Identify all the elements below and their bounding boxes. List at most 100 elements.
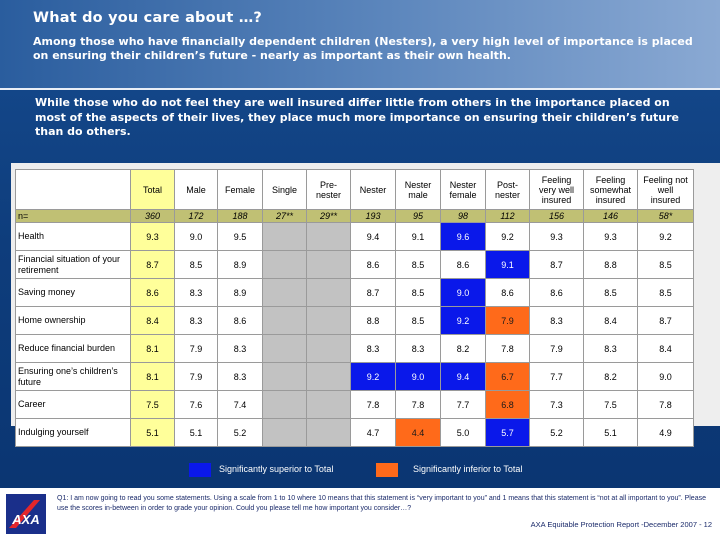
score-cell: 8.2 xyxy=(583,362,638,391)
score-cell: 8.6 xyxy=(217,306,263,335)
not-shown-cell xyxy=(306,222,351,251)
score-cell: 6.7 xyxy=(485,362,530,391)
score-cell: 8.3 xyxy=(529,306,584,335)
not-shown-cell xyxy=(262,306,307,335)
not-shown-cell xyxy=(262,222,307,251)
score-cell: 8.3 xyxy=(395,334,441,363)
column-header-text: male xyxy=(408,189,428,200)
column-header: Nester male xyxy=(395,169,441,210)
not-shown-cell xyxy=(306,390,351,419)
row-label-text: Reduce financial burden xyxy=(18,343,116,354)
column-header: Single xyxy=(262,169,307,210)
score-cell: 8.6 xyxy=(529,278,584,307)
score-cell: 8.5 xyxy=(637,250,694,279)
column-header-text: insured xyxy=(541,194,572,205)
score-cell: 7.5 xyxy=(130,390,175,419)
column-header-text: well xyxy=(657,184,674,195)
row-label-text: Financial situation of your xyxy=(18,254,121,264)
score-cell: 8.5 xyxy=(395,250,441,279)
legend-superior-swatch xyxy=(189,463,211,477)
score-cell: 7.8 xyxy=(395,390,441,419)
row-label: Career xyxy=(15,390,131,419)
score-cell: 4.4 xyxy=(395,418,441,447)
score-cell: 8.6 xyxy=(440,250,486,279)
score-cell: 8.3 xyxy=(174,306,218,335)
table-row: Home ownership 8.4 8.3 8.6 8.8 8.5 9.2 7.9 8.3 8.… xyxy=(15,306,694,335)
score-cell: 9.0 xyxy=(174,222,218,251)
score-cell: 5.0 xyxy=(440,418,486,447)
score-cell: 9.5 xyxy=(217,222,263,251)
score-cell: 9.0 xyxy=(637,362,694,391)
sample-size-cell: 188 xyxy=(217,209,263,223)
score-cell: 8.2 xyxy=(440,334,486,363)
sample-size-cell: 193 xyxy=(350,209,396,223)
row-label-text: future xyxy=(18,376,42,387)
score-cell: 9.2 xyxy=(637,222,694,251)
row-label: Ensuring one’s children’s future xyxy=(15,362,131,391)
column-header-text: insured xyxy=(650,194,681,205)
legend-inferior-swatch xyxy=(376,463,398,477)
score-cell: 5.7 xyxy=(485,418,530,447)
score-cell: 7.4 xyxy=(217,390,263,419)
slide-title: What do you care about …? xyxy=(33,10,263,26)
column-header: Post-nester xyxy=(485,169,530,210)
not-shown-cell xyxy=(306,418,351,447)
score-cell: 9.0 xyxy=(395,362,441,391)
not-shown-cell xyxy=(306,334,351,363)
score-cell: 8.6 xyxy=(130,278,175,307)
row-label-text: Saving money xyxy=(18,287,76,298)
header-corner xyxy=(15,169,131,210)
column-header: Feeling somewhat insured xyxy=(583,169,638,210)
row-label: Health xyxy=(15,222,131,251)
score-cell: 5.1 xyxy=(130,418,175,447)
score-cell: 9.4 xyxy=(350,222,396,251)
score-cell: 8.4 xyxy=(130,306,175,335)
score-cell: 7.7 xyxy=(529,362,584,391)
row-label-text: Indulging yourself xyxy=(18,427,89,438)
score-cell: 4.9 xyxy=(637,418,694,447)
score-cell: 6.8 xyxy=(485,390,530,419)
column-header: Total xyxy=(130,169,175,210)
score-cell: 4.7 xyxy=(350,418,396,447)
sample-size-cell: 172 xyxy=(174,209,218,223)
column-header-text: Nester xyxy=(404,179,432,190)
legend-inferior-label: Significantly inferior to Total xyxy=(413,464,523,474)
score-cell: 8.7 xyxy=(637,306,694,335)
not-shown-cell xyxy=(262,390,307,419)
header-divider xyxy=(0,88,720,90)
not-shown-cell xyxy=(306,306,351,335)
not-shown-cell xyxy=(262,334,307,363)
not-shown-cell xyxy=(262,362,307,391)
column-header-text: nester xyxy=(315,189,341,200)
sample-size-cell: 146 xyxy=(583,209,638,223)
sample-size-cell: 27** xyxy=(262,209,307,223)
sample-size-label: n= xyxy=(15,209,131,223)
header-band xyxy=(0,0,720,90)
score-cell: 7.8 xyxy=(350,390,396,419)
column-header-text: Pre- xyxy=(319,179,337,190)
score-cell: 7.9 xyxy=(485,306,530,335)
score-cell: 9.2 xyxy=(440,306,486,335)
column-header-text: Nester xyxy=(449,179,477,190)
score-cell: 8.5 xyxy=(395,278,441,307)
column-header: Feeling very well insured xyxy=(529,169,584,210)
table-row: Reduce financial burden 8.1 7.9 8.3 8.3 8.3 8.… xyxy=(15,334,694,363)
score-cell: 8.4 xyxy=(637,334,694,363)
not-shown-cell xyxy=(262,418,307,447)
column-header: Nester female xyxy=(440,169,486,210)
score-cell: 8.3 xyxy=(217,334,263,363)
column-header: Male xyxy=(174,169,218,210)
score-cell: 8.9 xyxy=(217,278,263,307)
table-row: Financial situation of your retirement 8.7… xyxy=(15,250,694,279)
source-note: AXA Equitable Protection Report -Decembe… xyxy=(530,520,712,529)
column-header-text: Nester xyxy=(359,184,387,195)
row-label: Saving money xyxy=(15,278,131,307)
legend-superior-label: Significantly superior to Total xyxy=(219,464,334,474)
score-cell: 7.8 xyxy=(637,390,694,419)
not-shown-cell xyxy=(262,250,307,279)
slide-subtitle: Among those who have financially depende… xyxy=(33,35,693,62)
column-header-text: Feeling xyxy=(541,174,572,185)
score-cell: 9.2 xyxy=(350,362,396,391)
table-row: Ensuring one’s children’s future 8.1 7.9 8.3… xyxy=(15,362,694,391)
